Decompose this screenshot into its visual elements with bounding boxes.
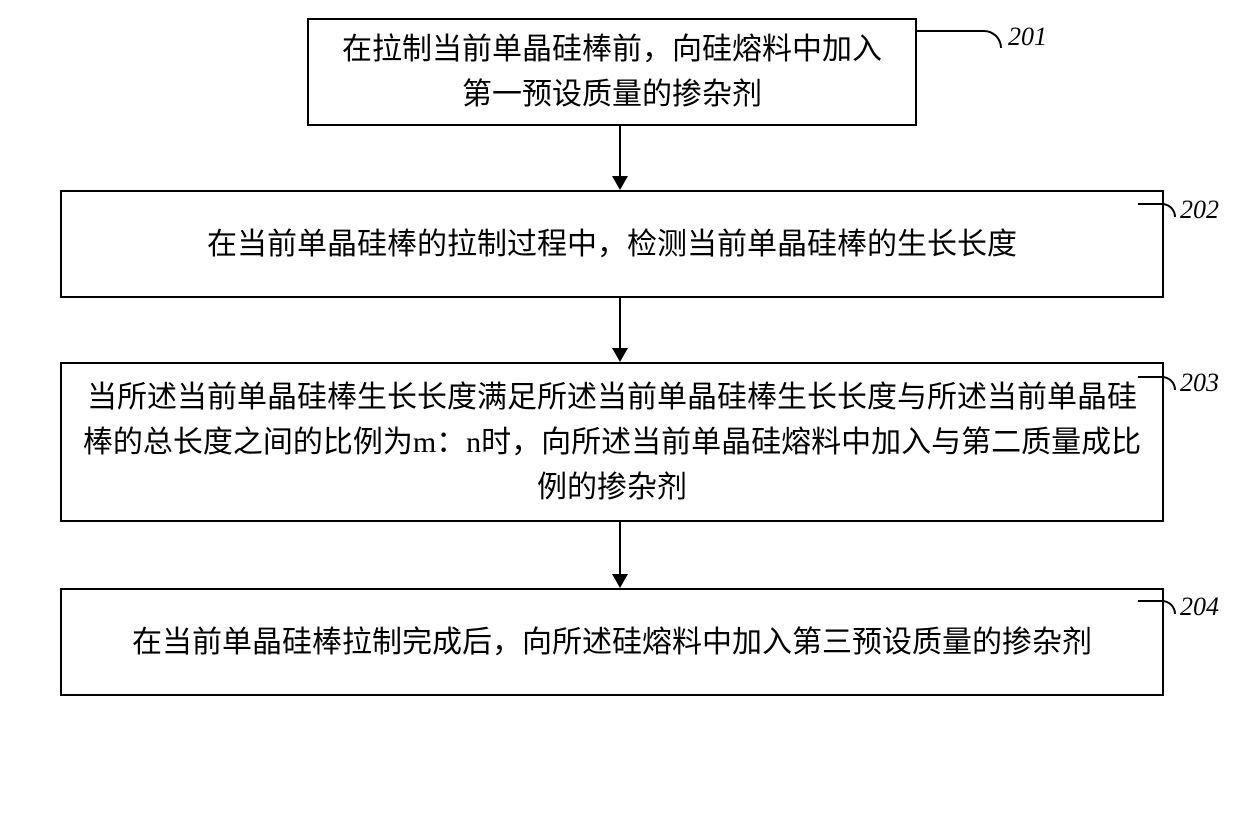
step-1-text: 在拉制当前单晶硅棒前，向硅熔料中加入第一预设质量的掺杂剂 [329, 27, 895, 117]
step-4-label: 204 [1180, 592, 1219, 622]
flowchart-step-3: 当所述当前单晶硅棒生长长度满足所述当前单晶硅棒生长长度与所述当前单晶硅棒的总长度… [60, 362, 1164, 522]
arrow-1-2-head [612, 176, 628, 190]
step-2-label: 202 [1180, 195, 1219, 225]
flowchart-step-4: 在当前单晶硅棒拉制完成后，向所述硅熔料中加入第三预设质量的掺杂剂 [60, 588, 1164, 696]
label-connector-2 [1138, 203, 1176, 217]
label-connector-4 [1138, 600, 1176, 614]
flowchart-step-2: 在当前单晶硅棒的拉制过程中，检测当前单晶硅棒的生长长度 [60, 190, 1164, 298]
label-connector-3 [1138, 376, 1176, 390]
arrow-2-3-line [619, 298, 621, 348]
arrow-3-4-head [612, 574, 628, 588]
step-1-label: 201 [1008, 22, 1047, 52]
step-4-text: 在当前单晶硅棒拉制完成后，向所述硅熔料中加入第三预设质量的掺杂剂 [132, 620, 1092, 665]
arrow-1-2-line [619, 126, 621, 176]
label-connector-1 [917, 30, 1002, 48]
step-2-text: 在当前单晶硅棒的拉制过程中，检测当前单晶硅棒的生长长度 [207, 222, 1017, 267]
arrow-3-4-line [619, 522, 621, 574]
arrow-2-3-head [612, 348, 628, 362]
flowchart-container: 在拉制当前单晶硅棒前，向硅熔料中加入第一预设质量的掺杂剂 201 在当前单晶硅棒… [0, 0, 1240, 837]
step-3-label: 203 [1180, 368, 1219, 398]
step-3-text: 当所述当前单晶硅棒生长长度满足所述当前单晶硅棒生长长度与所述当前单晶硅棒的总长度… [82, 375, 1142, 510]
flowchart-step-1: 在拉制当前单晶硅棒前，向硅熔料中加入第一预设质量的掺杂剂 [307, 18, 917, 126]
